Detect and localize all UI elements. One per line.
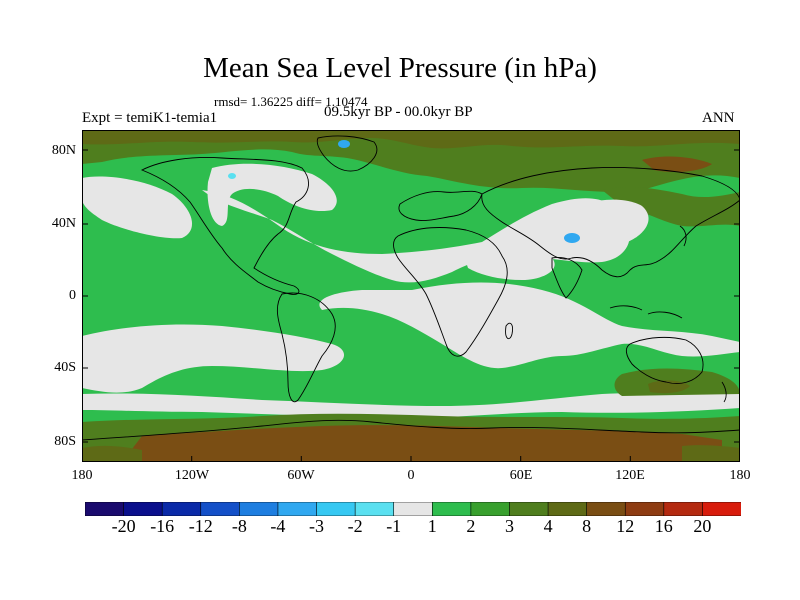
lon-label-180e: 180 bbox=[729, 468, 751, 483]
colorbar-tick-label: -16 bbox=[150, 516, 175, 536]
lat-label-40s: 40S bbox=[54, 360, 76, 375]
colorbar-swatch bbox=[509, 502, 549, 516]
coastlines bbox=[82, 135, 740, 441]
colorbar-swatch bbox=[624, 502, 665, 516]
colorbar-swatch bbox=[161, 502, 202, 516]
antarctic-brown bbox=[122, 425, 722, 462]
tibet-negative-spot bbox=[564, 233, 580, 243]
lat-label-80n: 80N bbox=[51, 143, 76, 158]
colorbar-swatch bbox=[239, 502, 279, 516]
colorbar-swatch bbox=[547, 502, 588, 516]
colorbar-tick-label: 16 bbox=[654, 516, 673, 536]
canada-small-spot bbox=[228, 173, 236, 179]
colorbar-swatch bbox=[316, 502, 356, 516]
colorbar-tick-label: -2 bbox=[347, 516, 363, 536]
colorbar-swatch bbox=[200, 502, 240, 516]
colorbar-swatch bbox=[586, 502, 626, 516]
colorbar-swatch bbox=[663, 502, 704, 516]
colorbar-tick-label: -1 bbox=[386, 516, 402, 536]
lon-label-180w: 180 bbox=[71, 468, 93, 483]
colorbar-tick-label: -8 bbox=[231, 516, 247, 536]
pacific-neutral bbox=[82, 176, 193, 239]
lon-label-120e: 120E bbox=[615, 468, 645, 483]
southern-ocean-neutral bbox=[82, 392, 740, 419]
colorbar-tick-label: 3 bbox=[505, 516, 514, 536]
period-label: 09.5kyr BP - 00.0kyr BP bbox=[324, 104, 473, 120]
colorbar-swatch bbox=[702, 502, 741, 516]
colorbar-swatch bbox=[123, 502, 163, 516]
colorbar-swatch bbox=[393, 502, 433, 516]
colorbar-tick-label: -12 bbox=[188, 516, 213, 536]
lon-label-60w: 60W bbox=[287, 468, 315, 483]
lat-label-40n: 40N bbox=[51, 216, 76, 231]
map-frame bbox=[82, 130, 740, 462]
south-pacific-neutral bbox=[82, 324, 345, 393]
colorbar-tick-label: 20 bbox=[693, 516, 712, 536]
colorbar-swatch bbox=[85, 502, 125, 516]
season-label: ANN bbox=[702, 110, 735, 126]
colorbar-swatch bbox=[431, 502, 472, 516]
colorbar-tick-label: -4 bbox=[270, 516, 286, 536]
colorbar-tick-label: -3 bbox=[309, 516, 324, 536]
colorbar bbox=[85, 502, 741, 516]
colorbar-tick-label: 12 bbox=[616, 516, 635, 536]
asia-neutral bbox=[560, 199, 649, 246]
central-asia-olive bbox=[602, 187, 740, 227]
arctic-brown-spot bbox=[642, 156, 712, 172]
colorbar-swatch bbox=[277, 502, 318, 516]
lon-label-120w: 120W bbox=[174, 468, 210, 483]
canada-neutral bbox=[207, 163, 337, 226]
experiment-label: Expt = temiK1-temia1 bbox=[82, 110, 218, 126]
lon-label-0: 0 bbox=[407, 468, 415, 483]
tropical-neutral-band bbox=[319, 282, 740, 369]
central-africa-neutral bbox=[462, 249, 555, 280]
colorbar-tick-label: 8 bbox=[582, 516, 592, 536]
colorbar-tick-label: 2 bbox=[466, 516, 476, 536]
colorbar-swatch bbox=[470, 502, 511, 516]
colorbar-tick-label: 1 bbox=[427, 516, 437, 536]
colorbar-tick-label: 4 bbox=[543, 516, 553, 536]
lon-label-60e: 60E bbox=[509, 468, 533, 483]
lat-label-80s: 80S bbox=[54, 434, 76, 449]
north-atlantic-neutral bbox=[202, 190, 630, 283]
page-title: Mean Sea Level Pressure (in hPa) bbox=[203, 52, 597, 84]
pressure-map bbox=[82, 130, 740, 462]
arctic-dark-anomaly bbox=[82, 130, 740, 149]
greenland-negative-spot bbox=[338, 140, 350, 148]
lat-label-equator: 0 bbox=[69, 288, 76, 303]
colorbar-swatch bbox=[354, 502, 395, 516]
colorbar-tick-label: -20 bbox=[111, 516, 136, 536]
statistics-text: rmsd= 1.36225 diff= 1.10474 bbox=[214, 94, 368, 109]
